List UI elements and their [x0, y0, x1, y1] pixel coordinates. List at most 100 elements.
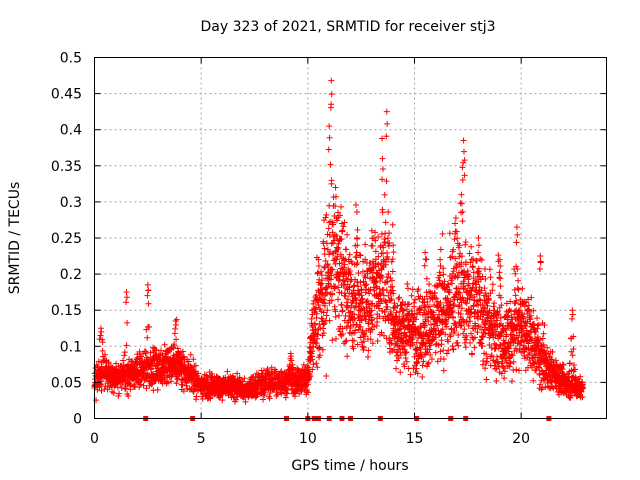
data-point	[300, 361, 307, 368]
data-point	[412, 296, 419, 303]
data-point	[283, 390, 290, 397]
x-tick-labels: 0 5 10 15 20	[90, 431, 530, 447]
data-point	[320, 325, 327, 332]
data-point	[468, 243, 475, 250]
data-point	[459, 218, 466, 225]
spike-point	[144, 281, 151, 288]
y-tick-label: 0.15	[51, 303, 82, 319]
data-point	[519, 285, 526, 292]
data-point	[335, 296, 342, 303]
data-point	[313, 360, 320, 367]
spike-point	[145, 287, 152, 294]
data-point	[381, 191, 388, 198]
data-point	[172, 364, 179, 371]
data-point	[540, 330, 547, 337]
spike-point	[339, 228, 346, 235]
spike-point	[390, 249, 397, 256]
spike-point	[514, 231, 521, 238]
y-tick-label: 0.45	[51, 87, 82, 103]
data-point	[437, 348, 444, 355]
data-point	[402, 355, 409, 362]
data-point	[165, 379, 172, 386]
data-point	[332, 260, 339, 267]
spike-point	[536, 266, 543, 273]
data-point	[161, 341, 168, 348]
spike-point	[496, 269, 503, 276]
data-point	[122, 385, 129, 392]
data-point	[495, 252, 502, 259]
x-tick-label: 5	[197, 431, 206, 447]
data-point	[219, 397, 226, 404]
chart-title: Day 323 of 2021, SRMTID for receiver stj…	[201, 19, 496, 35]
data-point	[323, 211, 330, 218]
spike-point	[98, 328, 105, 335]
data-point	[140, 382, 147, 389]
data-point	[431, 289, 438, 296]
spike-point	[460, 159, 467, 166]
spike-point	[421, 262, 428, 269]
data-point	[450, 346, 457, 353]
data-point	[462, 344, 469, 351]
data-point	[190, 388, 197, 395]
data-point	[203, 372, 210, 379]
data-point	[384, 274, 391, 281]
data-point	[366, 290, 373, 297]
data-point	[534, 315, 541, 322]
data-point	[252, 394, 259, 401]
data-point	[393, 365, 400, 372]
spike-point	[172, 325, 179, 332]
data-point	[346, 251, 353, 258]
data-point	[98, 381, 105, 388]
data-point	[128, 357, 135, 364]
y-tick-label: 0	[73, 412, 82, 428]
data-point	[449, 343, 456, 350]
data-point	[443, 350, 450, 357]
data-point	[466, 339, 473, 346]
data-point	[386, 230, 393, 237]
data-point	[383, 279, 390, 286]
data-point	[491, 300, 498, 307]
spike-point	[123, 299, 130, 306]
data-point	[355, 269, 362, 276]
data-point	[340, 223, 347, 230]
data-point	[389, 283, 396, 290]
spike-point	[332, 184, 339, 191]
spike-point	[384, 120, 391, 127]
data-point	[318, 268, 325, 275]
data-point	[389, 221, 396, 228]
data-point	[155, 351, 162, 358]
data-point	[149, 380, 156, 387]
data-point	[344, 353, 351, 360]
x-tick-label: 20	[512, 431, 530, 447]
data-point	[274, 391, 281, 398]
data-point	[193, 393, 200, 400]
data-point	[121, 349, 128, 356]
data-point	[332, 335, 339, 342]
data-point	[111, 383, 118, 390]
data-point	[171, 341, 178, 348]
data-point	[513, 366, 520, 373]
data-point	[365, 347, 372, 354]
spike-point	[326, 123, 333, 130]
data-point	[437, 246, 444, 253]
data-point	[510, 367, 517, 374]
data-point	[190, 356, 197, 363]
data-point	[145, 300, 152, 307]
data-point	[327, 161, 334, 168]
data-point	[462, 241, 469, 248]
y-tick-label: 0.05	[51, 375, 82, 391]
data-point	[174, 375, 181, 382]
data-point	[419, 373, 426, 380]
data-point	[310, 361, 317, 368]
data-point	[142, 348, 149, 355]
data-point	[427, 321, 434, 328]
data-point	[375, 233, 382, 240]
data-point	[362, 241, 369, 248]
data-point	[440, 356, 447, 363]
data-point	[451, 274, 458, 281]
data-point	[234, 393, 241, 400]
data-point	[241, 375, 248, 382]
data-point	[382, 219, 389, 226]
data-point	[497, 275, 504, 282]
